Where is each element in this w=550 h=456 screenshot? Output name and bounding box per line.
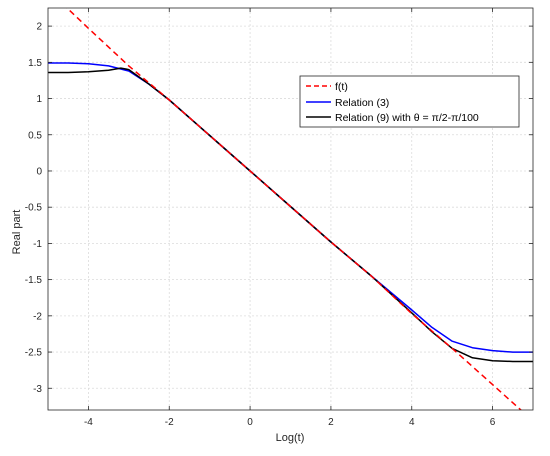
plot-area	[48, 8, 533, 410]
y-tick-label: -2.5	[25, 348, 43, 359]
series-group	[48, 8, 533, 410]
y-tick-label: -1.5	[25, 275, 43, 286]
legend-box	[299, 75, 520, 128]
x-tick-label: 0	[247, 417, 253, 428]
y-tick-label: 2	[36, 22, 42, 33]
y-tick-label: -2	[33, 311, 42, 322]
y-tick-label: -3	[33, 384, 42, 395]
x-tick-labels: -4 -2 0 2 4 6	[84, 417, 496, 428]
y-tick-label: 0.5	[28, 130, 42, 141]
axes-box	[47, 7, 534, 411]
y-tick-label: -0.5	[25, 203, 43, 214]
y-tick-labels: -3 -2.5 -2 -1.5 -1 -0.5 0 0.5 1 1.5 2	[25, 22, 43, 395]
y-tick-label: 0	[36, 166, 42, 177]
ticks-group	[48, 8, 533, 410]
series-line-f	[65, 8, 522, 410]
legend-entry-relation-9: Relation (9) with θ = π/2-π/100	[335, 112, 479, 124]
x-tick-label: -4	[84, 417, 93, 428]
x-tick-label: 6	[490, 417, 496, 428]
x-axis-label: Log(t)	[276, 432, 305, 444]
legend: f(t) Relation (3) Relation (9) with θ = …	[299, 75, 520, 128]
y-axis-label: Real part	[11, 210, 23, 255]
y-tick-label: 1.5	[28, 58, 42, 69]
series-line-relation-9	[48, 67, 533, 363]
y-tick-label: 1	[36, 94, 42, 105]
y-tick-label: -1	[33, 239, 42, 250]
legend-entry-f: f(t)	[335, 81, 348, 93]
legend-entry-relation-3: Relation (3)	[335, 97, 389, 109]
x-tick-label: 4	[409, 417, 415, 428]
x-tick-label: -2	[165, 417, 174, 428]
x-tick-label: 2	[328, 417, 334, 428]
